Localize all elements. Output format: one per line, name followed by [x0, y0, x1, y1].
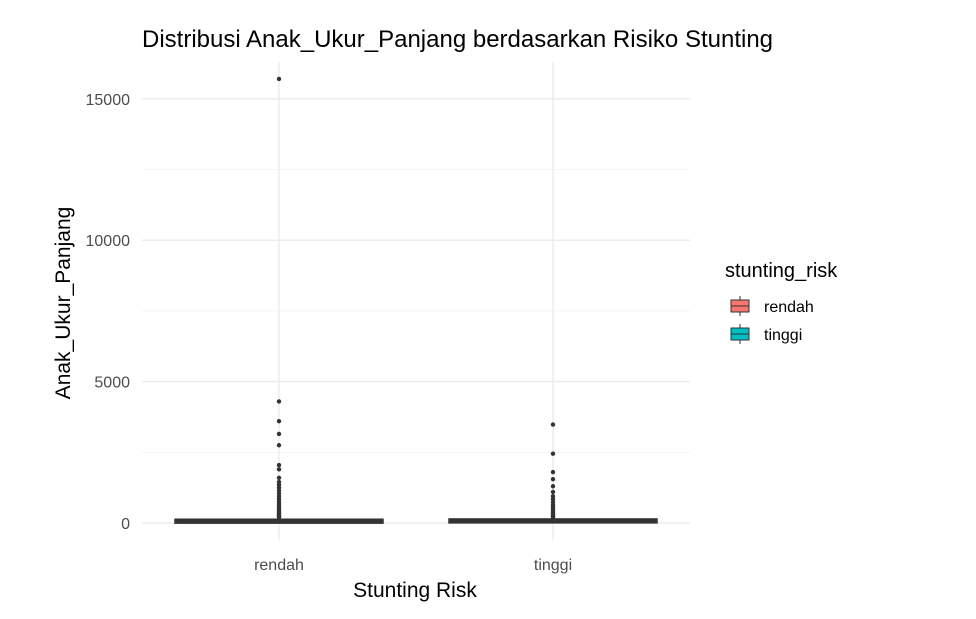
legend-title: stunting_risk: [725, 260, 838, 282]
outlier-point: [550, 476, 556, 482]
legend-item-rendah: rendah: [730, 296, 814, 316]
outlier-point: [276, 419, 282, 424]
outlier-point: [276, 462, 282, 468]
chart-title: Distribusi Anak_Ukur_Panjang berdasarkan…: [142, 26, 773, 53]
legend-label: rendah: [764, 299, 814, 316]
x-tick-labels: rendah tinggi: [254, 557, 572, 574]
y-tick-label: 5000: [94, 375, 130, 392]
outlier-point: [550, 422, 556, 427]
y-tick-label: 0: [121, 516, 130, 533]
y-axis-title: Anak_Ukur_Panjang: [52, 207, 75, 400]
legend-label: tinggi: [764, 327, 802, 344]
outlier-point: [276, 431, 282, 437]
legend: stunting_risk rendah tinggi: [725, 260, 838, 344]
outlier-point: [276, 515, 282, 520]
box-tinggi: [448, 422, 658, 524]
outlier-point: [276, 467, 282, 472]
x-tick-label: rendah: [254, 557, 304, 574]
minor-gridlines: [142, 169, 690, 453]
y-tick-label: 10000: [86, 233, 131, 250]
legend-item-tinggi: tinggi: [730, 324, 802, 344]
boxes: [174, 76, 658, 524]
outlier-point: [276, 443, 282, 448]
major-gridlines: [142, 62, 690, 540]
outlier-point: [276, 399, 282, 404]
y-tick-labels: 0 5000 10000 15000: [86, 92, 131, 533]
x-tick-label: tinggi: [534, 557, 572, 574]
outlier-point: [550, 451, 556, 456]
outlier-point: [550, 469, 556, 475]
outlier-point: [550, 484, 556, 489]
box-rendah: [174, 76, 384, 524]
outlier-point: [276, 475, 282, 480]
y-tick-label: 15000: [86, 92, 131, 109]
x-axis-title: Stunting Risk: [353, 579, 477, 602]
outlier-point: [276, 76, 282, 82]
outlier-point: [550, 514, 556, 520]
outlier-point: [550, 489, 556, 495]
